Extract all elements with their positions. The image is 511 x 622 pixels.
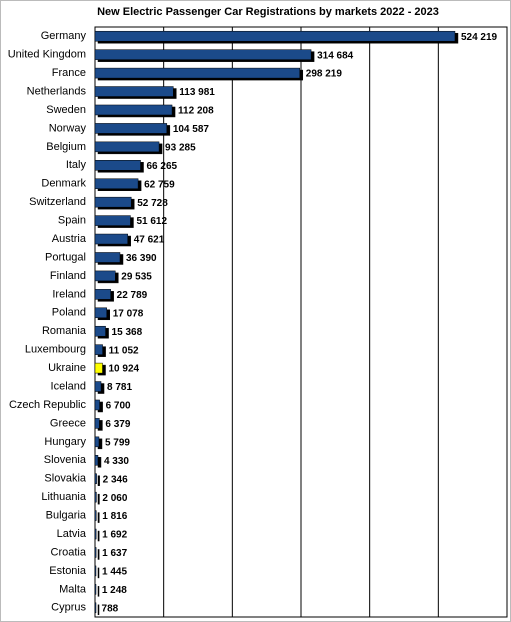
- value-label: 4 330: [104, 456, 129, 467]
- value-label: 6 700: [106, 401, 131, 412]
- value-label: 2 060: [102, 493, 127, 504]
- y-tick-label: Lithuania: [41, 491, 87, 503]
- chart-title: New Electric Passenger Car Registrations…: [97, 6, 439, 18]
- y-tick-label: Malta: [59, 583, 87, 595]
- y-tick-label: Switzerland: [29, 196, 86, 208]
- value-label: 51 612: [136, 216, 167, 227]
- y-tick-label: Netherlands: [27, 85, 87, 97]
- bar: [94, 362, 103, 374]
- y-tick-label: Spain: [58, 215, 86, 227]
- bar: [94, 233, 128, 245]
- value-label: 1 248: [102, 585, 127, 596]
- y-tick-label: Italy: [66, 159, 87, 171]
- value-label: 52 728: [137, 198, 168, 209]
- value-label: 1 692: [102, 530, 127, 541]
- bar: [94, 418, 100, 429]
- bar: [94, 160, 141, 171]
- y-tick-label: Hungary: [44, 436, 86, 448]
- bar: [94, 436, 100, 448]
- value-label: 524 219: [461, 32, 498, 43]
- value-label: 17 078: [113, 308, 144, 319]
- y-tick-label: Slovakia: [44, 473, 86, 485]
- bar: [94, 602, 97, 614]
- y-tick-label: Greece: [50, 417, 86, 429]
- bar: [94, 565, 97, 577]
- value-label: 1 637: [102, 548, 127, 559]
- bar: [94, 252, 121, 263]
- y-tick-label: Latvia: [57, 528, 87, 540]
- value-label: 1 445: [102, 567, 127, 578]
- y-tick-label: Portugal: [45, 251, 86, 263]
- y-tick-label: United Kingdom: [8, 49, 86, 61]
- bar: [94, 196, 132, 208]
- y-tick-label: Ireland: [52, 288, 86, 300]
- value-label: 29 535: [121, 272, 152, 283]
- value-label: 11 052: [109, 345, 139, 356]
- y-tick-label: Iceland: [51, 380, 86, 392]
- y-tick-label: Bulgaria: [46, 510, 87, 522]
- value-label: 62 759: [144, 179, 175, 190]
- bar: [94, 49, 312, 60]
- bar: [94, 123, 168, 134]
- value-label: 6 379: [105, 419, 130, 430]
- bar: [94, 307, 107, 319]
- bar: [94, 141, 160, 153]
- value-label: 47 621: [134, 235, 165, 246]
- y-tick-label: Ukraine: [48, 362, 86, 374]
- value-label: 788: [102, 603, 119, 614]
- value-label: 314 684: [317, 50, 354, 61]
- bar: [94, 344, 103, 355]
- bar: [94, 491, 97, 503]
- y-tick-label: Slovenia: [44, 454, 87, 466]
- bar: [94, 86, 174, 97]
- bar: [94, 30, 456, 42]
- bar: [94, 178, 139, 189]
- value-label: 10 924: [109, 364, 140, 375]
- y-tick-label: Poland: [52, 307, 86, 319]
- value-label: 15 368: [112, 327, 143, 338]
- value-label: 93 285: [165, 142, 196, 153]
- y-tick-label: France: [52, 67, 86, 79]
- bar: [94, 270, 116, 282]
- value-label: 298 219: [306, 69, 343, 80]
- value-label: 66 265: [147, 161, 178, 172]
- bar: [94, 104, 173, 116]
- y-tick-label: Romania: [42, 325, 87, 337]
- y-tick-label: Luxembourg: [25, 344, 86, 356]
- y-tick-label: Cyprus: [51, 602, 86, 614]
- value-label: 113 981: [179, 87, 215, 98]
- value-label: 36 390: [126, 253, 157, 264]
- bar: [94, 399, 100, 411]
- bar: [94, 510, 97, 521]
- y-tick-label: Belgium: [46, 141, 86, 153]
- bar: [94, 455, 99, 466]
- y-tick-label: Norway: [49, 122, 87, 134]
- bar: [94, 325, 106, 337]
- bar: [94, 473, 97, 484]
- bar: [94, 584, 97, 595]
- bar: [94, 528, 97, 540]
- bar: [94, 67, 301, 79]
- y-tick-label: Denmark: [41, 178, 86, 190]
- bar: [94, 215, 131, 226]
- bar: [94, 381, 102, 392]
- y-tick-label: Sweden: [46, 104, 86, 116]
- value-label: 104 587: [173, 124, 210, 135]
- value-label: 112 208: [178, 106, 214, 117]
- y-tick-label: Austria: [52, 233, 87, 245]
- value-label: 1 816: [102, 511, 127, 522]
- y-tick-label: Croatia: [51, 546, 87, 558]
- value-label: 2 346: [103, 474, 128, 485]
- y-tick-label: Czech Republic: [9, 399, 87, 411]
- bar: [94, 547, 97, 558]
- y-tick-label: Germany: [41, 30, 87, 42]
- plot-frame: [94, 26, 508, 618]
- value-label: 8 781: [107, 382, 132, 393]
- bar: [94, 289, 111, 300]
- value-label: 22 789: [117, 290, 148, 301]
- y-tick-label: Finland: [50, 270, 86, 282]
- y-tick-label: Estonia: [49, 565, 87, 577]
- value-label: 5 799: [105, 437, 130, 448]
